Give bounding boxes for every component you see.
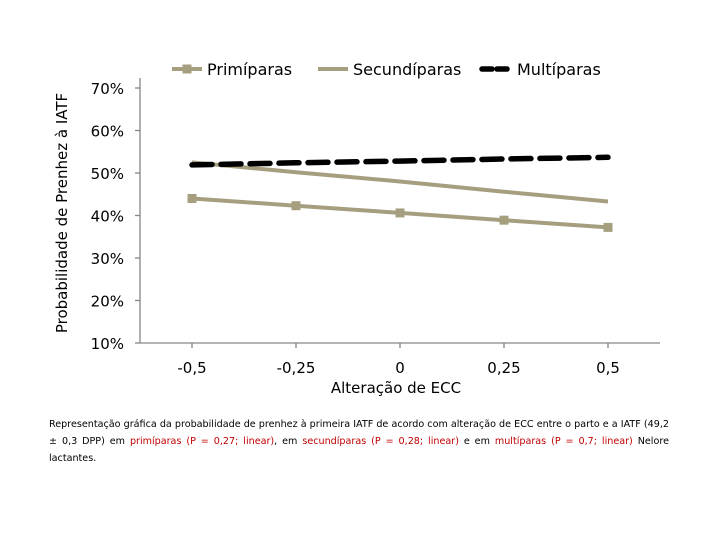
x-tick-label: -0,25	[277, 359, 316, 377]
x-tick-label: 0,5	[596, 359, 620, 377]
data-point-marker	[187, 194, 197, 203]
series-line-3	[189, 154, 611, 168]
y-tick-label: 40%	[91, 208, 124, 226]
legend-label-2: Secundíparas	[353, 60, 461, 79]
caption-text-2: , em	[274, 436, 303, 447]
y-axis-label: Probabilidade de Prenhez à IATF	[53, 93, 71, 333]
legend-label-3: Multíparas	[517, 60, 601, 79]
data-point-marker	[395, 208, 405, 218]
x-tick-label: -0,5	[177, 359, 206, 377]
data-point-marker	[291, 201, 301, 211]
caption-text-3: e em	[458, 436, 495, 447]
y-tick-label: 70%	[91, 80, 124, 98]
axes: 10% 20% 30% 40% 50% 60% 70% -0,5 -0,25 0 0,25 0,5	[91, 78, 660, 377]
legend: Primíparas Secundíparas Multíparas	[172, 60, 601, 79]
y-tick-label: 60%	[91, 123, 124, 141]
y-tick-label: 50%	[91, 165, 124, 183]
chart: Probabilidade de Prenhez à IATF Primípar…	[53, 60, 660, 397]
x-tick-label: 0	[395, 359, 405, 377]
data-point-marker	[603, 222, 613, 232]
data-point-marker	[499, 215, 509, 225]
series-line-2	[191, 160, 609, 204]
series-layer	[187, 154, 613, 232]
y-tick-label: 30%	[91, 250, 124, 268]
caption-multiparas: multíparas (P = 0,7; linear)	[494, 436, 633, 447]
legend-marker	[182, 64, 192, 74]
y-tick-label: 10%	[91, 335, 124, 353]
x-axis-label: Alteração de ECC	[331, 379, 461, 397]
caption-text-4: Nelore lactantes.	[49, 436, 669, 464]
caption-text-1: Representação gráfica da probabilidade d…	[49, 419, 669, 447]
caption-primiparas: primíparas (P = 0,27; linear)	[129, 436, 275, 447]
x-tick-label: 0,25	[487, 359, 520, 377]
y-tick-label: 20%	[91, 293, 124, 311]
legend-label-1: Primíparas	[207, 60, 292, 79]
figure-caption: Representação gráfica da probabilidade d…	[49, 416, 669, 467]
caption-secundiparas: secundíparas (P = 0,28; linear)	[302, 436, 459, 447]
